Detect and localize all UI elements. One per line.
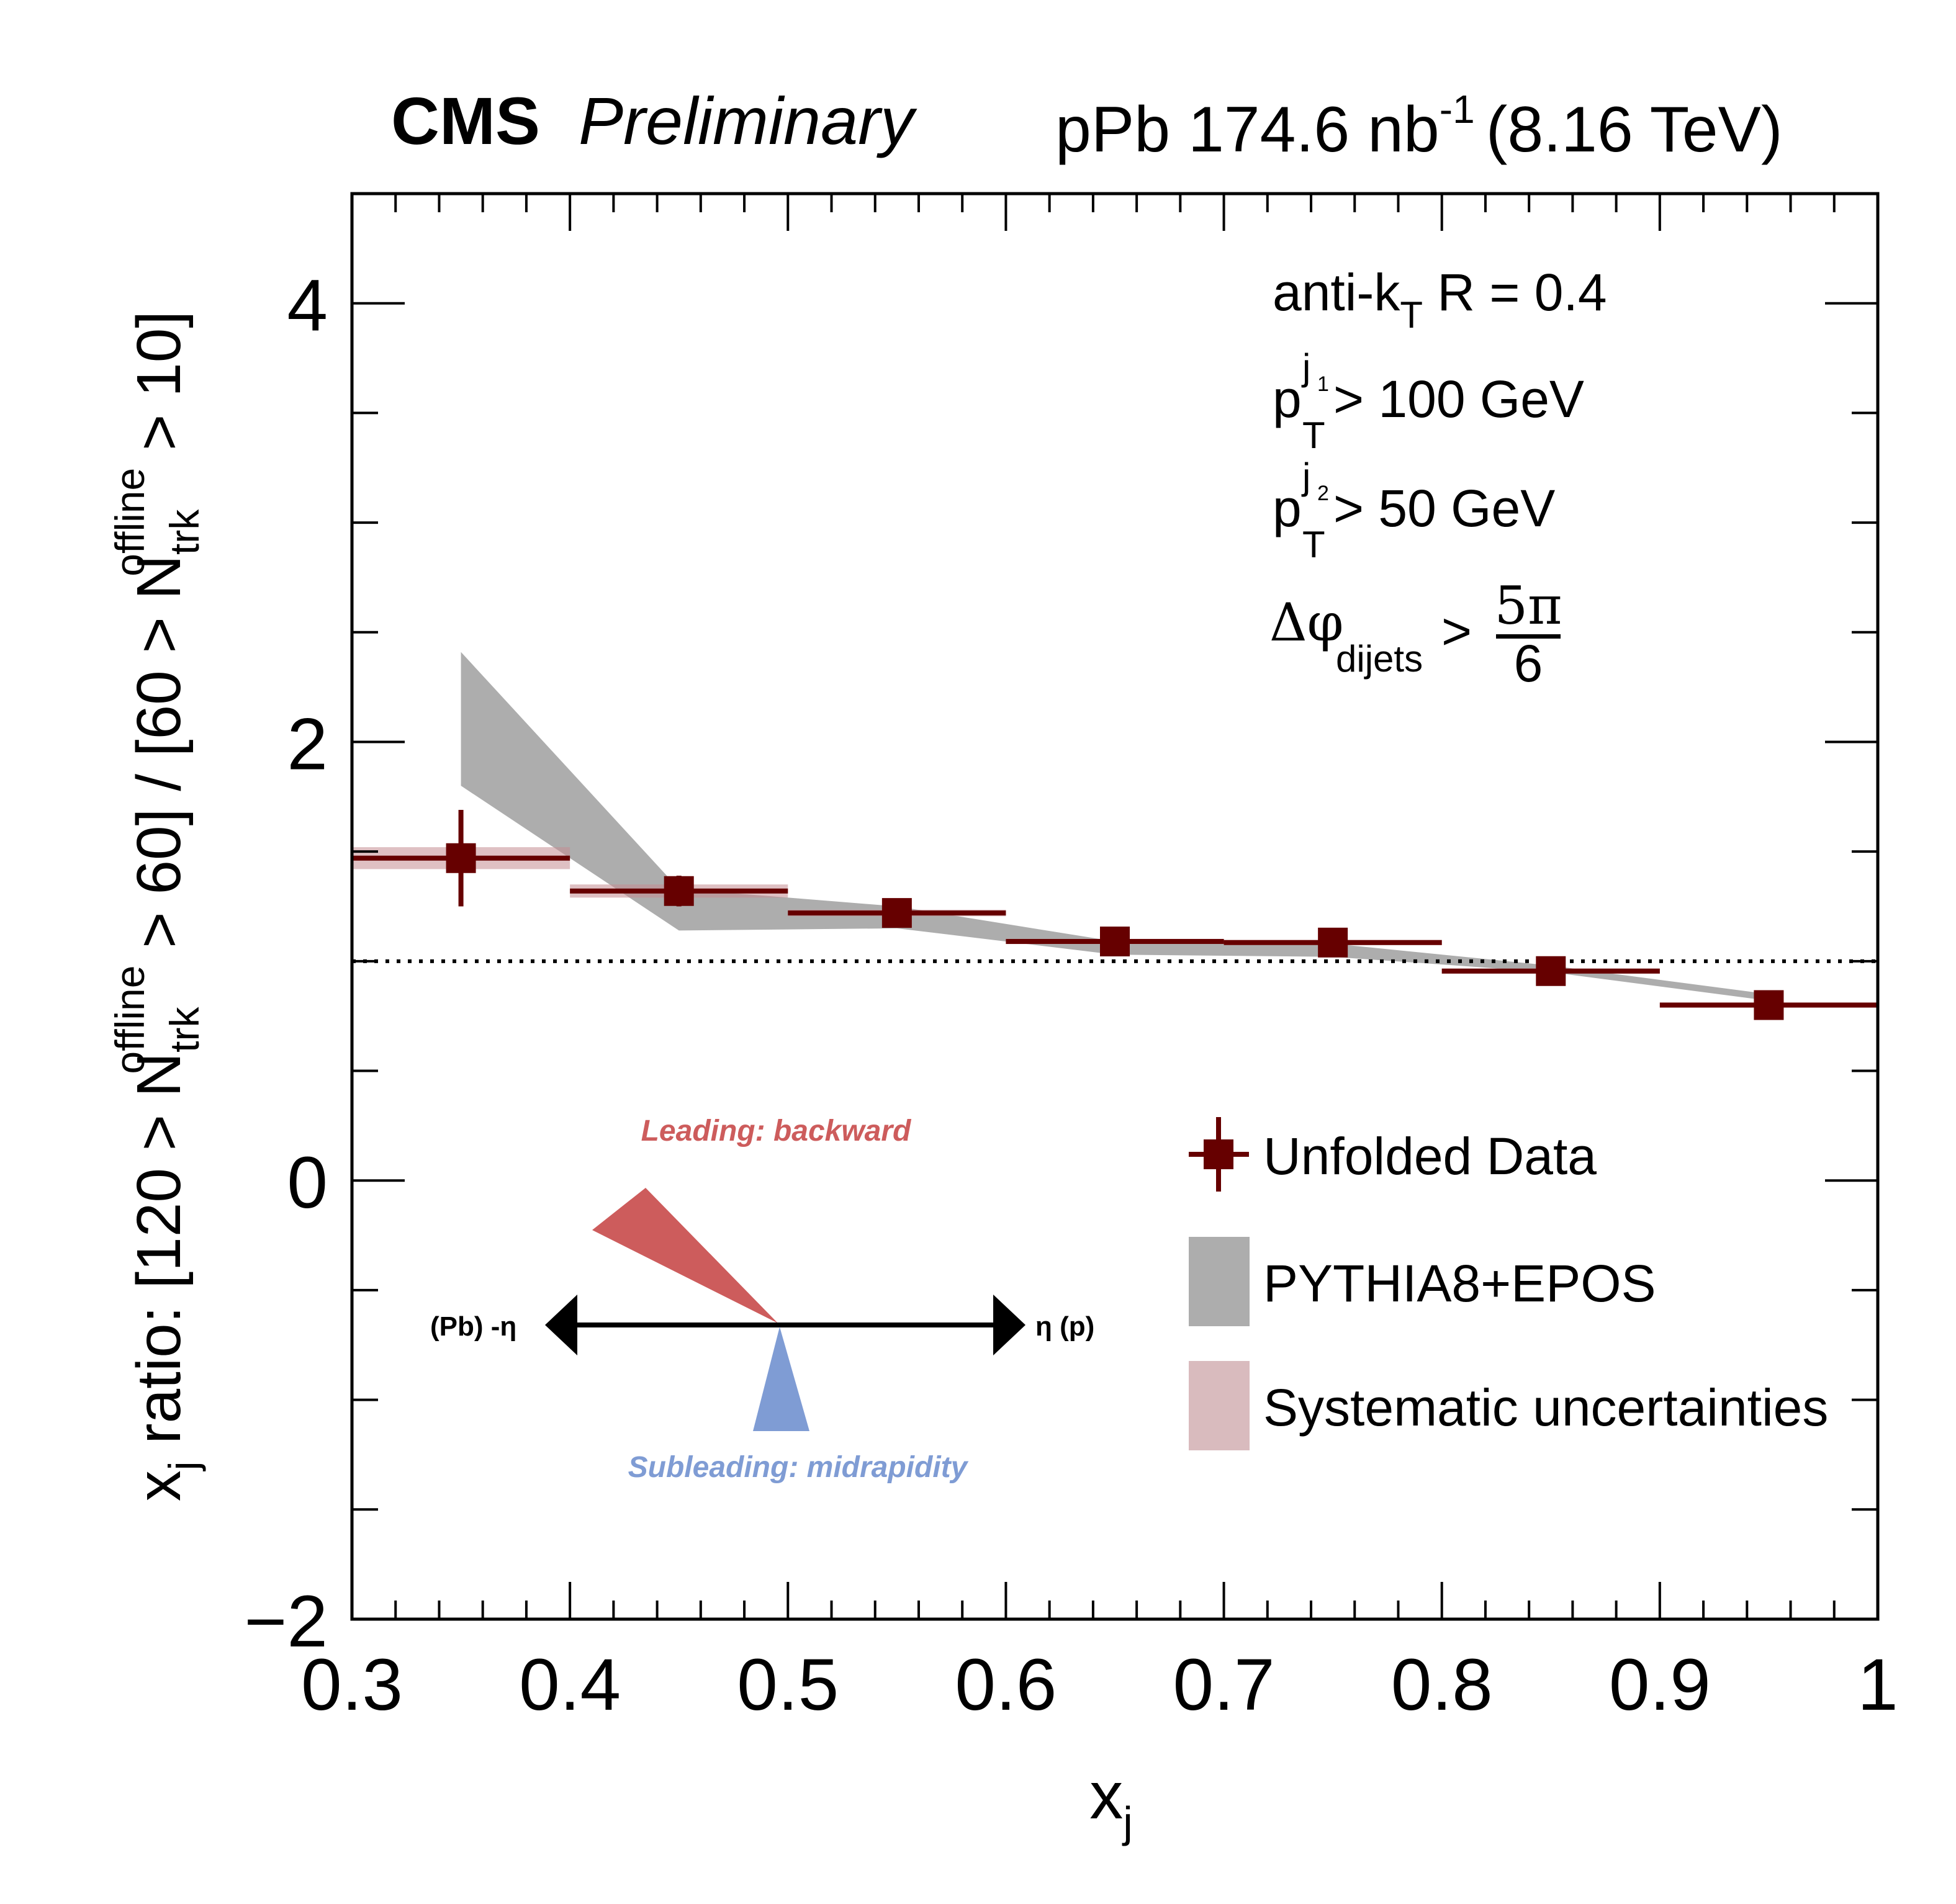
x-tick-label: 0.3 (301, 1644, 403, 1726)
x-tick-label: 0.6 (955, 1644, 1057, 1726)
svg-text:p: p (1273, 479, 1302, 537)
rapidity-diagram: Leading: backward (Pb) -η η (p) Subleadi… (430, 1115, 1094, 1484)
y-tick-label: 0 (287, 1142, 328, 1224)
y-tick-label: 4 (287, 265, 328, 347)
pt1-annotation: p T j 1 > 100 GeV (1273, 346, 1584, 456)
svg-text:5π: 5π (1495, 575, 1562, 636)
svg-text:6: 6 (1514, 634, 1543, 693)
svg-text:j: j (1301, 346, 1310, 388)
svg-text:1: 1 (1317, 372, 1329, 396)
plot-area: 0.3 0.4 0.5 0.6 0.7 0.8 0.9 1 −2 0 2 4 (244, 192, 1898, 1726)
subleading-jet-cone (753, 1327, 809, 1431)
svg-text:2: 2 (1317, 482, 1329, 505)
data-point (446, 843, 476, 873)
leading-label: Leading: backward (641, 1115, 912, 1147)
cms-label: CMS (391, 83, 540, 158)
legend-swatch-icon (1189, 1237, 1250, 1326)
pb-label: (Pb) -η (430, 1311, 516, 1342)
svg-text:Δφ: Δφ (1269, 592, 1343, 653)
y-axis-title: xj ratio: [120 > Ntrkoffline > 60] / [60… (107, 311, 207, 1501)
data-point (1754, 990, 1784, 1020)
svg-text:T: T (1302, 524, 1325, 565)
pt2-annotation: p T j 2 > 50 GeV (1273, 456, 1555, 565)
data-point (1100, 927, 1130, 957)
algo-annotation: anti-kT R = 0.4 (1273, 263, 1607, 336)
legend-swatch-icon (1189, 1361, 1250, 1450)
arrow-left-icon (545, 1295, 577, 1355)
svg-text:xj ratio: [120 > Ntrkoffline >: xj ratio: [120 > Ntrkoffline > 60] / [60… (107, 311, 207, 1501)
dphi-annotation: Δφ dijets > 5π 6 (1269, 575, 1562, 693)
legend-label: Systematic uncertainties (1263, 1378, 1828, 1437)
data-point (881, 898, 912, 928)
x-axis-title: xj (1089, 1758, 1133, 1846)
x-tick-label: 0.7 (1173, 1644, 1275, 1726)
energy-label: (8.16 TeV) (1486, 94, 1783, 166)
x-tick-label: 0.8 (1391, 1644, 1493, 1726)
x-tick-label: 0.9 (1609, 1644, 1711, 1726)
y-tick-label: 2 (287, 703, 328, 785)
p-label: η (p) (1035, 1311, 1094, 1342)
legend: Unfolded Data PYTHIA8+EPOS Systematic unce… (1189, 1117, 1828, 1450)
svg-text:> 50 GeV: > 50 GeV (1333, 479, 1555, 537)
data-point (1536, 956, 1566, 986)
svg-text:T: T (1302, 415, 1325, 456)
lumi-exponent: -1 (1440, 87, 1475, 132)
legend-marker-icon (1204, 1139, 1233, 1169)
svg-text:>: > (1441, 602, 1472, 660)
plot-frame (350, 192, 1880, 1621)
arrow-right-icon (993, 1295, 1025, 1355)
data-point (1318, 927, 1348, 958)
legend-label: PYTHIA8+EPOS (1263, 1254, 1656, 1313)
leading-jet-cone (592, 1188, 778, 1323)
y-tick-label: −2 (244, 1581, 328, 1663)
subleading-label: Subleading: midrapidity (628, 1451, 969, 1484)
svg-text:j: j (1301, 456, 1310, 497)
x-tick-label: 1 (1857, 1644, 1898, 1726)
legend-label: Unfolded Data (1263, 1127, 1597, 1185)
x-tick-label: 0.5 (737, 1644, 839, 1726)
svg-text:p: p (1273, 370, 1302, 428)
lumi-value: pPb 174.6 nb (1055, 94, 1440, 166)
svg-text:> 100 GeV: > 100 GeV (1333, 370, 1584, 428)
preliminary-label: Preliminary (579, 83, 917, 158)
svg-text:dijets: dijets (1336, 638, 1423, 680)
data-point (664, 876, 694, 906)
lumi-label: pPb 174.6 nb-1 (8.16 TeV) (1055, 87, 1783, 166)
x-tick-label: 0.4 (519, 1644, 621, 1726)
